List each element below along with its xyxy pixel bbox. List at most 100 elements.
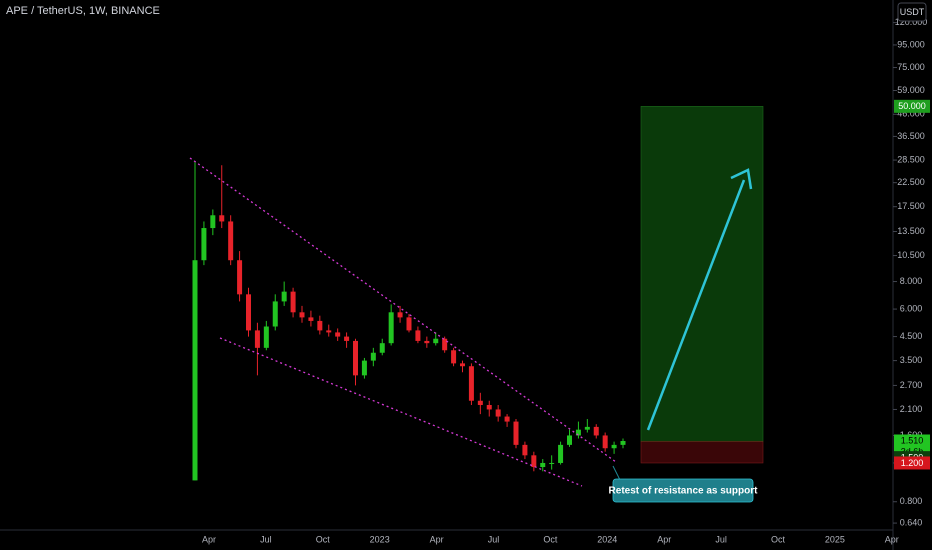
y-tick-label: 0.800 — [900, 496, 923, 506]
candle-body — [201, 228, 207, 261]
candle-body — [468, 366, 474, 401]
stop-price-label: 1.200 — [901, 458, 924, 468]
last-price-label: 1.510 — [901, 435, 924, 445]
projection-arrow-head — [730, 168, 753, 190]
target-price-label: 50.000 — [898, 101, 926, 111]
x-tick-label: Apr — [202, 534, 216, 544]
candle-body — [567, 435, 572, 445]
candle-body — [344, 336, 350, 341]
price-axis: 120.000 95.000 75.000 59.000 46.000 36.500 28.… — [202, 17, 930, 544]
profit-zone — [640, 106, 764, 442]
candle-body — [486, 405, 492, 410]
candle-body — [424, 340, 430, 344]
y-tick-label: 2.700 — [900, 380, 923, 390]
candle-body — [192, 260, 198, 481]
y-tick-label: 2.100 — [900, 404, 923, 414]
candle-body — [379, 343, 385, 353]
candle-body — [602, 435, 608, 449]
marks — [192, 106, 764, 481]
y-tick-label: 17.500 — [897, 201, 925, 211]
candle-body — [246, 294, 251, 331]
y-tick-label: 10.500 — [897, 250, 925, 260]
candle-body — [326, 330, 332, 333]
candle-body — [513, 421, 519, 445]
candle-body — [335, 332, 341, 337]
candle-body — [540, 462, 546, 468]
candle-body — [611, 444, 617, 449]
y-tick-label: 120.000 — [895, 17, 928, 27]
x-tick-label: Jul — [260, 534, 272, 544]
candle-body — [575, 429, 581, 436]
candle-body — [308, 317, 314, 321]
candle-body — [281, 291, 287, 302]
candle-body — [620, 440, 626, 445]
candle-body — [495, 409, 501, 417]
candle-body — [254, 330, 260, 348]
candle-body — [460, 363, 465, 367]
annotation-pointer — [612, 465, 621, 481]
currency-label[interactable]: USDT — [900, 7, 925, 17]
candle-body — [219, 215, 225, 222]
y-tick-label: 28.500 — [897, 154, 925, 164]
y-tick-label: 6.000 — [900, 303, 923, 313]
candle-body — [531, 455, 537, 468]
annotation-text: Retest of resistance as support — [609, 486, 759, 497]
x-tick-label: Oct — [543, 534, 558, 544]
candle-body — [549, 462, 555, 464]
candle-body — [263, 326, 269, 348]
candle-body — [477, 400, 483, 406]
candle-body — [370, 352, 376, 361]
x-tick-label: Apr — [430, 534, 444, 544]
candle-body — [442, 338, 448, 351]
currency-button[interactable] — [897, 2, 927, 22]
candle-body — [415, 330, 421, 341]
projection-arrow — [646, 179, 746, 431]
x-tick-label: Apr — [885, 534, 899, 544]
candle-body — [406, 317, 412, 331]
y-tick-label: 59.000 — [897, 85, 925, 95]
candle-body — [584, 426, 590, 430]
target-price-label-box — [894, 99, 930, 113]
candle-body — [522, 444, 528, 456]
resistance-trendline — [189, 157, 617, 463]
candle-body — [388, 312, 394, 344]
y-tick-label: 75.000 — [897, 62, 925, 72]
y-tick-label: 46.000 — [897, 109, 925, 119]
candle-body — [290, 291, 296, 313]
x-tick-label: Oct — [771, 534, 786, 544]
y-tick-label: 36.500 — [897, 131, 925, 141]
candle-body — [593, 426, 599, 436]
x-tick-label: Oct — [316, 534, 331, 544]
x-tick-label: Jul — [488, 534, 500, 544]
y-tick-label: 0.640 — [900, 517, 923, 527]
candle-body — [397, 312, 403, 318]
y-tick-label: 95.000 — [897, 39, 925, 49]
candle-body — [317, 320, 323, 331]
y-tick-label: 13.500 — [897, 226, 925, 236]
candle-body — [558, 444, 564, 463]
candle-body — [451, 350, 457, 364]
candle-body — [353, 340, 358, 376]
candle-body — [299, 312, 305, 318]
candle-body — [361, 360, 367, 376]
candle-body — [272, 301, 278, 327]
y-tick-label: 8.000 — [900, 276, 923, 286]
annotation-box — [612, 478, 754, 503]
x-tick-label: 2023 — [370, 534, 390, 544]
y-tick-label: 22.500 — [897, 177, 925, 187]
candle-body — [504, 416, 510, 422]
y-tick-label: 4.500 — [900, 331, 923, 341]
candle-body — [210, 215, 216, 229]
support-trendline — [219, 337, 583, 487]
x-tick-label: Apr — [657, 534, 671, 544]
loss-zone — [640, 441, 764, 464]
x-tick-label: Jul — [715, 534, 727, 544]
candle-body — [228, 221, 234, 261]
chart-title: APE / TetherUS, 1W, BINANCE — [6, 5, 160, 17]
y-tick-label: 3.500 — [900, 355, 923, 365]
candle-body — [433, 338, 439, 344]
x-tick-label: 2025 — [825, 534, 845, 544]
